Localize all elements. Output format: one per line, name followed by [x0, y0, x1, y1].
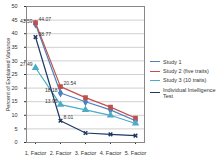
svg-text:1. Factor: 1. Factor [25, 150, 47, 156]
svg-text:Percent of Explained Variance: Percent of Explained Variance [5, 38, 11, 112]
svg-text:44.07: 44.07 [39, 16, 52, 22]
html-text:Study 1: Study 1 [163, 58, 182, 65]
svg-text:40: 40 [11, 30, 17, 36]
svg-text:25: 25 [11, 71, 17, 77]
html-text:Individual Intelligence Test: Individual Intelligence Test [163, 86, 216, 99]
svg-text:5: 5 [14, 126, 17, 132]
svg-text:18.18: 18.18 [45, 87, 58, 93]
html-text:Study 3 (10 traits): Study 3 (10 traits) [163, 77, 207, 84]
svg-text:8.01: 8.01 [64, 114, 74, 120]
svg-text:30: 30 [11, 58, 17, 64]
svg-text:13.95: 13.95 [45, 98, 58, 104]
svg-text:10: 10 [11, 112, 17, 118]
html-text:Study 2 (five traits): Study 2 (five traits) [163, 68, 209, 74]
svg-text:4. Factor: 4. Factor [100, 150, 122, 156]
svg-text:38.77: 38.77 [39, 31, 52, 37]
svg-text:35: 35 [11, 44, 17, 50]
svg-text:3. Factor: 3. Factor [75, 150, 97, 156]
svg-text:2. Factor: 2. Factor [50, 150, 72, 156]
svg-text:20: 20 [11, 85, 17, 91]
svg-text:20.54: 20.54 [64, 80, 77, 86]
svg-text:50: 50 [11, 3, 17, 9]
svg-text:15: 15 [11, 98, 17, 104]
svg-text:45: 45 [11, 17, 17, 23]
svg-text:0: 0 [14, 139, 17, 145]
svg-text:43.59: 43.59 [20, 18, 33, 24]
svg-text:27.49: 27.49 [20, 61, 33, 67]
svg-text:5. Factor: 5. Factor [125, 150, 147, 156]
